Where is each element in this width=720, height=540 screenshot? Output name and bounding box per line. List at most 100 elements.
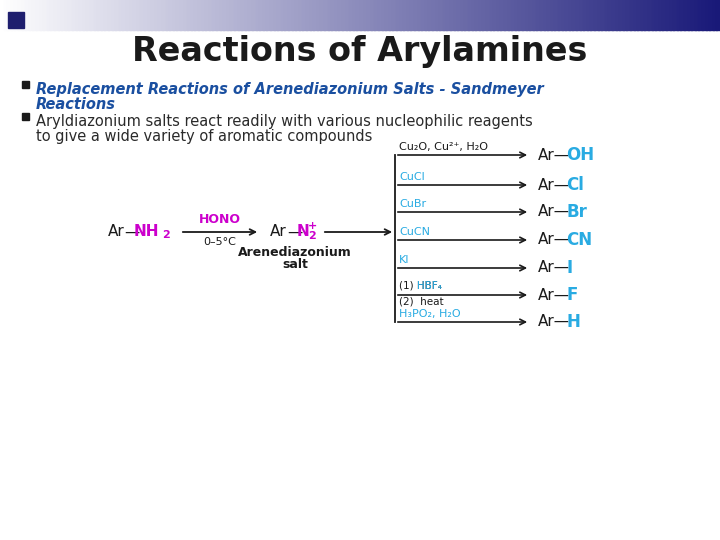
Bar <box>392 0 397 30</box>
Bar <box>382 0 386 30</box>
Bar <box>515 0 519 30</box>
Bar <box>558 0 562 30</box>
Bar <box>274 0 278 30</box>
Bar <box>50 0 55 30</box>
Bar <box>245 0 249 30</box>
Bar <box>328 0 332 30</box>
Bar <box>684 0 688 30</box>
Bar <box>119 0 123 30</box>
Bar <box>256 0 260 30</box>
Text: Ar—: Ar— <box>538 147 570 163</box>
Bar <box>248 0 253 30</box>
Text: 0–5°C: 0–5°C <box>204 237 236 247</box>
Bar <box>205 0 210 30</box>
Bar <box>191 0 195 30</box>
Bar <box>608 0 613 30</box>
Bar <box>428 0 433 30</box>
Bar <box>335 0 339 30</box>
Bar <box>194 0 199 30</box>
Bar <box>432 0 436 30</box>
Bar <box>583 0 588 30</box>
Text: NH: NH <box>134 225 160 240</box>
Text: F: F <box>566 286 577 304</box>
Text: Ar—: Ar— <box>538 178 570 192</box>
Bar <box>446 0 451 30</box>
Bar <box>680 0 685 30</box>
Bar <box>22 113 29 120</box>
Bar <box>4 0 8 30</box>
Text: KI: KI <box>399 255 410 265</box>
Bar <box>526 0 530 30</box>
Bar <box>385 0 390 30</box>
Bar <box>29 0 33 30</box>
Bar <box>497 0 501 30</box>
Text: Ar—: Ar— <box>538 260 570 275</box>
Bar <box>565 0 570 30</box>
Bar <box>317 0 321 30</box>
Bar <box>284 0 289 30</box>
Text: Reactions of Arylamines: Reactions of Arylamines <box>132 36 588 69</box>
Bar <box>209 0 213 30</box>
Bar <box>461 0 465 30</box>
Bar <box>540 0 544 30</box>
Bar <box>227 0 231 30</box>
Bar <box>403 0 408 30</box>
Bar <box>554 0 559 30</box>
Bar <box>234 0 238 30</box>
Bar <box>22 0 26 30</box>
Text: Ar—: Ar— <box>538 233 570 247</box>
Bar <box>216 0 220 30</box>
Text: Reactions: Reactions <box>36 97 116 112</box>
Bar <box>612 0 616 30</box>
Bar <box>346 0 350 30</box>
Bar <box>623 0 627 30</box>
Bar <box>439 0 444 30</box>
Text: —: — <box>287 225 302 240</box>
Bar <box>241 0 246 30</box>
Text: Cu₂O, Cu²⁺, H₂O: Cu₂O, Cu²⁺, H₂O <box>399 142 488 152</box>
Bar <box>511 0 516 30</box>
Bar <box>86 0 91 30</box>
Bar <box>691 0 696 30</box>
Bar <box>536 0 541 30</box>
Text: Arenediazonium: Arenediazonium <box>238 246 352 259</box>
Bar <box>518 0 523 30</box>
Bar <box>349 0 354 30</box>
Text: Ar—: Ar— <box>538 287 570 302</box>
Text: Replacement Reactions of Arenediazonium Salts - Sandmeyer: Replacement Reactions of Arenediazonium … <box>36 82 544 97</box>
Bar <box>176 0 181 30</box>
Text: CuCN: CuCN <box>399 227 430 237</box>
Bar <box>115 0 120 30</box>
Bar <box>598 0 602 30</box>
Bar <box>695 0 699 30</box>
Bar <box>637 0 642 30</box>
Bar <box>302 0 307 30</box>
Bar <box>360 0 364 30</box>
Bar <box>580 0 584 30</box>
Bar <box>238 0 242 30</box>
Bar <box>162 0 166 30</box>
Bar <box>500 0 505 30</box>
Bar <box>40 0 44 30</box>
Bar <box>187 0 192 30</box>
Bar <box>266 0 271 30</box>
Bar <box>259 0 264 30</box>
Bar <box>493 0 498 30</box>
Bar <box>490 0 494 30</box>
Bar <box>79 0 84 30</box>
Bar <box>418 0 422 30</box>
Bar <box>673 0 678 30</box>
Bar <box>36 0 40 30</box>
Bar <box>421 0 426 30</box>
Bar <box>396 0 400 30</box>
Bar <box>590 0 595 30</box>
Bar <box>8 12 24 28</box>
Bar <box>324 0 328 30</box>
Bar <box>61 0 66 30</box>
Bar <box>364 0 368 30</box>
Bar <box>342 0 346 30</box>
Bar <box>140 0 145 30</box>
Bar <box>616 0 620 30</box>
Bar <box>630 0 634 30</box>
Bar <box>25 0 30 30</box>
